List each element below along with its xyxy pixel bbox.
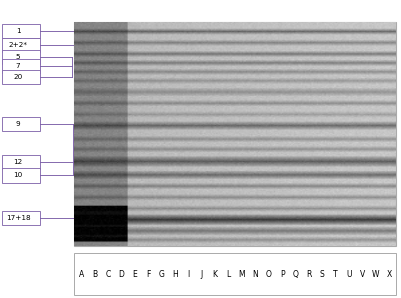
Bar <box>2 155 40 169</box>
Text: D: D <box>118 270 124 279</box>
Text: L: L <box>226 270 230 279</box>
Bar <box>74 253 395 295</box>
Text: J: J <box>200 270 202 279</box>
Text: F: F <box>146 270 150 279</box>
Bar <box>2 50 40 64</box>
Text: 10: 10 <box>13 173 22 179</box>
Bar <box>2 24 40 38</box>
Bar <box>2 70 40 84</box>
Text: M: M <box>238 270 245 279</box>
Text: U: U <box>345 270 351 279</box>
Text: W: W <box>371 270 379 279</box>
Bar <box>2 117 40 131</box>
Text: 5: 5 <box>16 54 20 60</box>
Bar <box>2 59 40 73</box>
Text: O: O <box>265 270 271 279</box>
Text: H: H <box>172 270 177 279</box>
Text: N: N <box>252 270 257 279</box>
Bar <box>2 211 40 225</box>
Bar <box>2 168 40 183</box>
Bar <box>2 38 40 52</box>
Text: 7: 7 <box>16 63 20 69</box>
Text: 17+18: 17+18 <box>6 215 30 221</box>
Text: G: G <box>158 270 164 279</box>
Bar <box>74 117 128 183</box>
Text: S: S <box>319 270 324 279</box>
Text: B: B <box>92 270 97 279</box>
Text: C: C <box>105 270 110 279</box>
Text: P: P <box>279 270 284 279</box>
Text: Q: Q <box>292 270 298 279</box>
Text: 20: 20 <box>13 74 22 80</box>
Text: E: E <box>132 270 137 279</box>
Text: 12: 12 <box>13 159 22 165</box>
Text: 1: 1 <box>16 28 20 34</box>
Text: T: T <box>332 270 337 279</box>
Text: 2+2*: 2+2* <box>8 42 28 48</box>
Text: K: K <box>212 270 217 279</box>
Bar <box>74 22 395 246</box>
Text: R: R <box>306 270 311 279</box>
Text: X: X <box>386 270 391 279</box>
Text: V: V <box>359 270 364 279</box>
Text: I: I <box>187 270 189 279</box>
Text: 9: 9 <box>16 121 20 127</box>
Text: A: A <box>78 270 83 279</box>
